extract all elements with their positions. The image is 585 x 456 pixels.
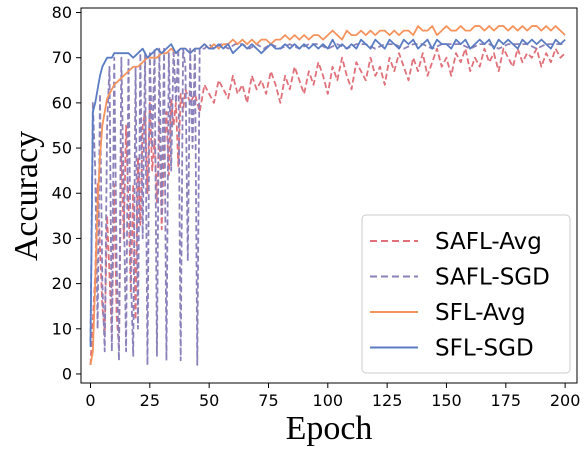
x-tick-label: 50 — [199, 391, 219, 410]
series-line-sfl-sgd — [89, 38, 566, 347]
y-tick-label: 50 — [52, 139, 72, 158]
series-layer — [89, 25, 566, 366]
series-line-sfl-avg — [89, 25, 566, 366]
legend-label-sfl-avg: SFL-Avg — [435, 300, 526, 326]
y-tick-label: 70 — [52, 48, 72, 67]
legend-label-safl-avg: SAFL-Avg — [435, 229, 542, 255]
x-tick-label: 175 — [491, 391, 522, 410]
y-tick-label: 30 — [52, 229, 72, 248]
x-tick-label: 125 — [372, 391, 403, 410]
legend-label-safl-sgd: SAFL-SGD — [435, 265, 550, 291]
y-tick-label: 40 — [52, 184, 72, 203]
y-tick-label: 20 — [52, 274, 72, 293]
y-tick-label: 0 — [62, 364, 72, 383]
x-tick-label: 200 — [550, 391, 581, 410]
x-axis: 0 25 50 75 100 125 150 175 200 — [85, 383, 580, 410]
y-axis: 0 10 20 30 40 50 60 70 80 — [52, 3, 81, 383]
y-tick-label: 60 — [52, 93, 72, 112]
x-tick-label: 75 — [258, 391, 278, 410]
y-axis-label: Accuracy — [8, 131, 45, 261]
x-tick-label: 150 — [431, 391, 462, 410]
x-tick-label: 0 — [85, 391, 95, 410]
x-tick-label: 25 — [140, 391, 160, 410]
x-axis-label: Epoch — [286, 410, 373, 447]
legend: SAFL-Avg SAFL-SGD SFL-Avg SFL-SGD — [361, 214, 571, 374]
series-line-safl-avg — [89, 47, 566, 365]
legend-box — [361, 214, 571, 374]
y-tick-label: 10 — [52, 319, 72, 338]
plot-frame — [80, 7, 578, 384]
y-tick-label: 80 — [52, 3, 72, 22]
x-tick-label: 100 — [313, 391, 344, 410]
legend-label-sfl-sgd: SFL-SGD — [435, 336, 534, 362]
